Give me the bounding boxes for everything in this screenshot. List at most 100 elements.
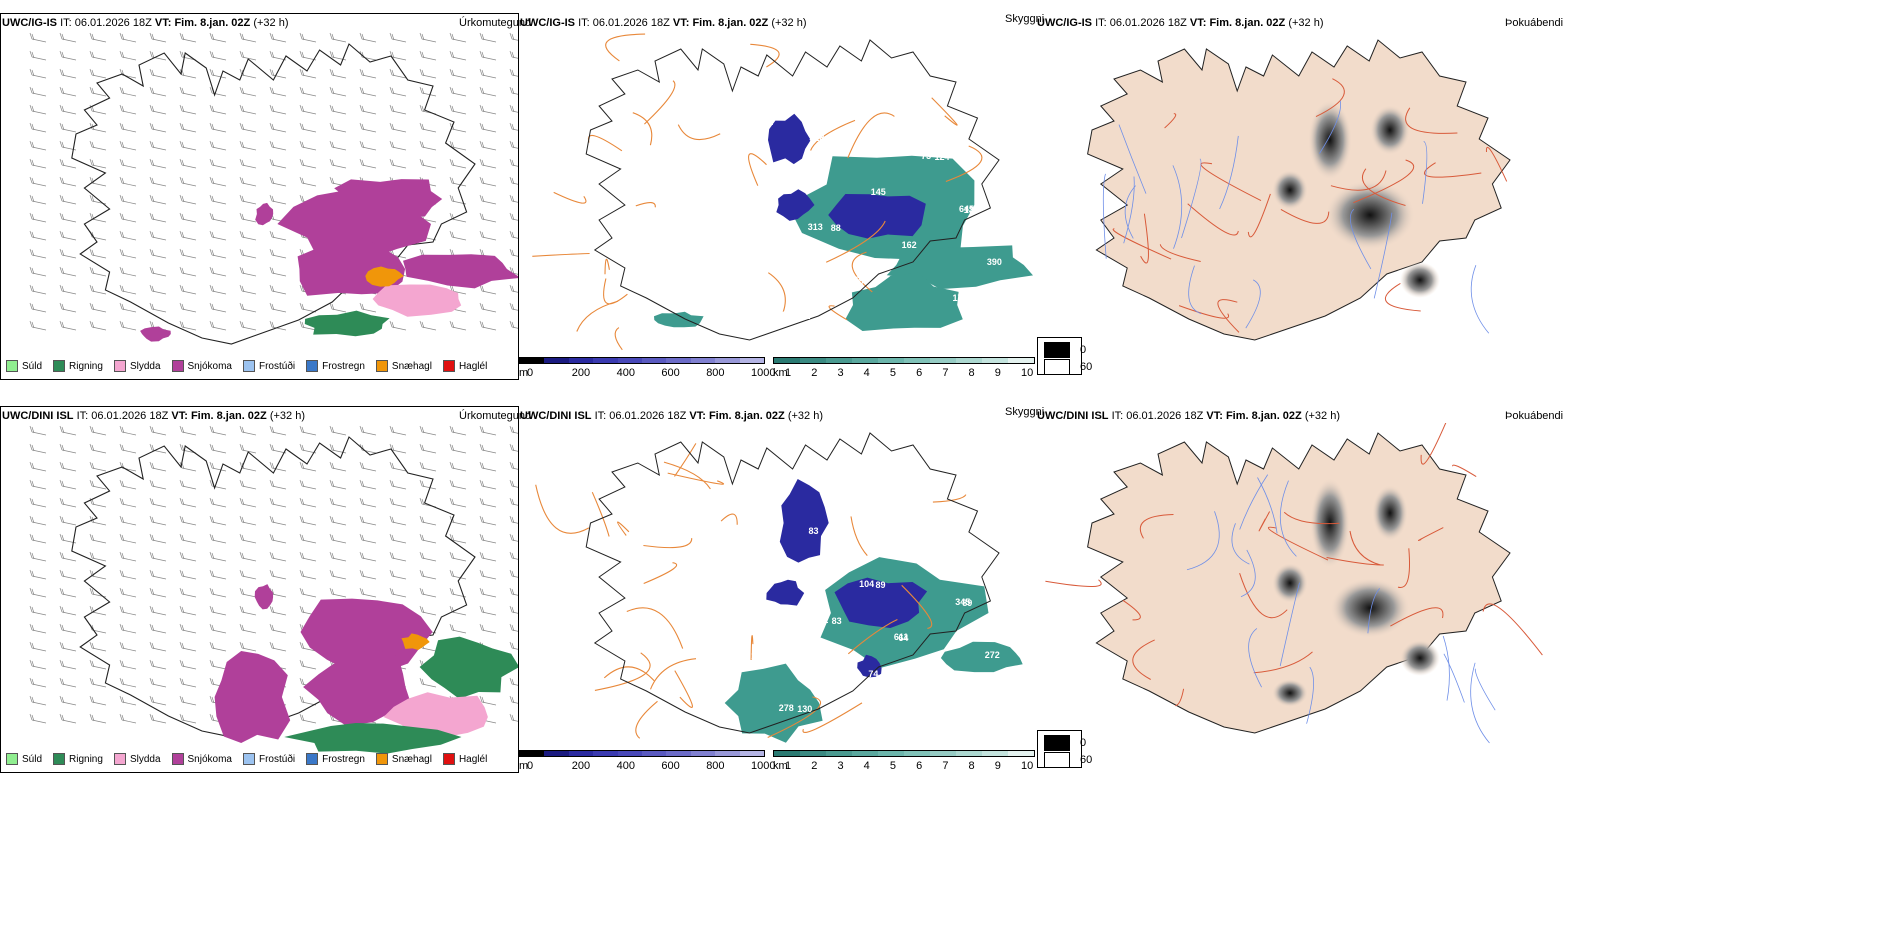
wind-barb: [29, 104, 47, 115]
road: [1420, 423, 1447, 465]
wind-barb: [329, 515, 347, 526]
legend-item-snjókoma: Snjókoma: [171, 753, 232, 765]
wind-barb: [209, 122, 227, 133]
legend-label: Frostúði: [258, 753, 296, 765]
road: [1315, 78, 1345, 118]
river: [1248, 628, 1262, 688]
wind-barb: [269, 479, 287, 490]
colorbar-tick-label: 6: [916, 367, 923, 379]
fog-area: [1310, 478, 1350, 568]
visibility-value-label: 88: [792, 170, 802, 180]
init-label: IT:: [578, 17, 590, 29]
wind-barb: [269, 461, 287, 472]
road: [1258, 511, 1271, 532]
road: [901, 584, 933, 629]
road: [535, 484, 590, 534]
wind-barb: [239, 302, 257, 313]
legend-swatch: [242, 753, 255, 765]
colorbar-strip: [773, 357, 1035, 364]
wind-barb: [239, 140, 257, 151]
wind-barb: [149, 140, 167, 151]
snow-area: [303, 648, 411, 726]
visibility-m-area: [768, 113, 811, 165]
wind-barb: [119, 104, 137, 115]
wind-barb: [269, 623, 287, 634]
colorbar-cell: [544, 751, 569, 756]
visibility-m-colorbar-2: m 0 200 400 600 800 1000: [519, 750, 775, 772]
fog-legend-value: 0: [1080, 737, 1087, 749]
road: [1253, 651, 1313, 674]
road: [1267, 526, 1329, 561]
wind-barb: [119, 158, 137, 169]
colorbar-cell: [666, 358, 691, 363]
wind-barb: [89, 140, 107, 151]
wind-barb: [509, 140, 519, 149]
legend-item-frostúði: Frostúði: [242, 753, 296, 765]
wind-barb: [59, 302, 77, 313]
colorbar-cell: [826, 751, 852, 756]
wind-barb: [179, 587, 197, 598]
river: [1186, 511, 1220, 571]
visibility-value-label: 90: [790, 563, 800, 573]
wind-barb: [209, 176, 227, 187]
wind-barb: [209, 302, 227, 313]
coastline: [585, 432, 1000, 734]
colorbar-cell: [800, 751, 826, 756]
wind-barb: [449, 68, 467, 79]
colorbar-cell: [800, 358, 826, 363]
precip-map-2: [29, 425, 519, 754]
colorbar-cell: [878, 751, 904, 756]
visibility-value-label: 86: [879, 721, 889, 731]
wind-barb: [329, 122, 347, 133]
wind-barb: [119, 140, 137, 151]
wind-barb: [509, 497, 519, 506]
colorbar-tick-label: 10: [1021, 760, 1034, 772]
river: [1124, 185, 1136, 239]
wind-barbs: [29, 32, 519, 331]
wind-barb: [509, 194, 519, 203]
wind-barb: [119, 587, 137, 598]
wind-barb: [119, 320, 137, 331]
wind-barb: [239, 587, 257, 598]
wind-barb: [509, 461, 519, 470]
wind-barb: [29, 677, 47, 688]
colorbar-strip: [519, 357, 765, 364]
wind-barb: [389, 158, 407, 169]
wind-barb: [359, 515, 377, 526]
colorbar-tick-label: 1: [785, 760, 792, 772]
wind-barb: [239, 569, 257, 580]
wind-barb: [59, 641, 77, 652]
wind-barb: [299, 587, 317, 598]
wind-barb: [209, 659, 227, 670]
wind-barb: [329, 551, 347, 562]
wind-barb: [299, 176, 317, 187]
road: [617, 521, 630, 536]
wind-barb: [59, 713, 77, 724]
road: [643, 562, 678, 585]
road: [1390, 607, 1444, 627]
wind-barb: [419, 86, 437, 97]
row2-visibility-panel: 145 90 83 74 98 102 89 113 130 120 89 64 77 79 220 221 2…: [519, 423, 1039, 749]
visibility-value-label: 89: [962, 598, 972, 608]
wind-barb: [479, 176, 497, 187]
precip-panel-frame-1: [0, 13, 519, 380]
river: [1257, 477, 1278, 534]
wind-barb: [239, 497, 257, 508]
wind-barb: [89, 425, 107, 436]
legend-swatch: [442, 753, 455, 765]
road: [1353, 159, 1415, 204]
wind-barb: [149, 713, 167, 724]
visibility-value-label: 313: [808, 222, 823, 232]
wind-barb: [509, 320, 519, 329]
wind-barb: [419, 533, 437, 544]
road: [1361, 168, 1406, 206]
wind-barb: [329, 158, 347, 169]
wind-barb: [119, 266, 137, 277]
wind-barb: [329, 302, 347, 313]
wind-barb: [269, 68, 287, 79]
init-time: 06.01.2026 18Z: [1126, 410, 1204, 422]
road: [850, 516, 868, 556]
legend-swatch: [113, 753, 126, 765]
wind-barb: [209, 68, 227, 79]
colorbar-cell: [956, 751, 982, 756]
